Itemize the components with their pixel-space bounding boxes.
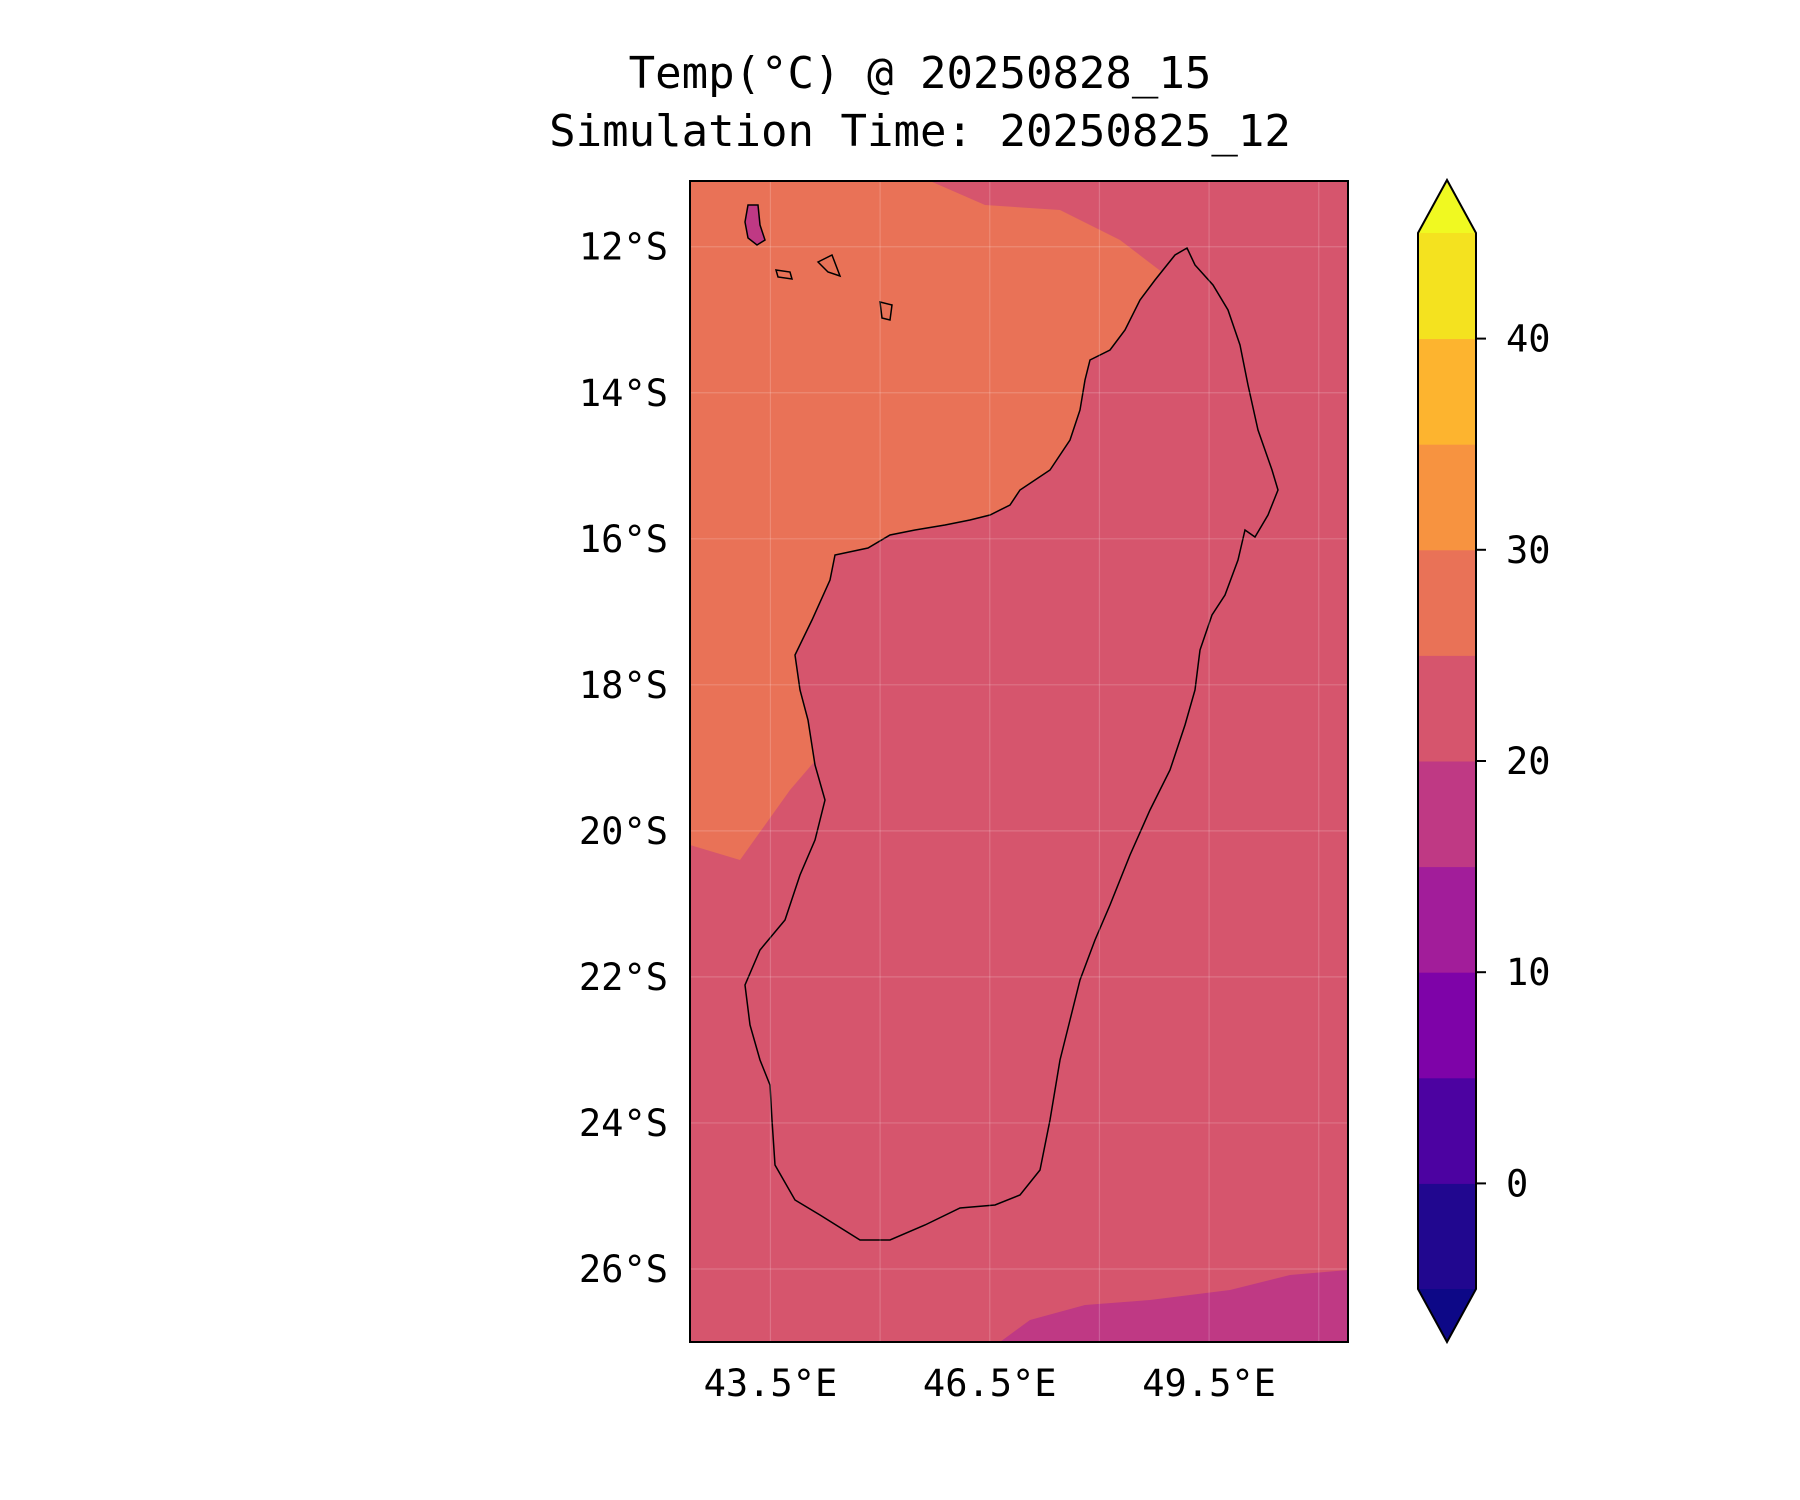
lat-tick-label: 20°S — [579, 810, 668, 853]
colorbar-band — [1418, 761, 1476, 868]
colorbar-tick-label: 20 — [1506, 740, 1551, 783]
map-title: Temp(°C) @ 20250828_15 — [628, 48, 1212, 99]
southern-cool-sea — [1000, 1270, 1348, 1342]
colorbar-tick-label: 40 — [1506, 318, 1551, 361]
comoros-island-4 — [879, 301, 893, 321]
latitude-labels: 12°S 14°S 16°S 18°S 20°S 22°S 24°S 26°S — [579, 226, 668, 1291]
comoros-island-3 — [816, 253, 842, 278]
colorbar-extend-low — [1418, 1289, 1476, 1342]
colorbar: 40 30 20 10 0 — [1417, 177, 1551, 1345]
map-subtitle: Simulation Time: 20250825_12 — [549, 106, 1291, 157]
colorbar-band — [1418, 444, 1476, 551]
lat-tick-label: 14°S — [579, 372, 668, 415]
colorbar-band — [1418, 1183, 1476, 1290]
lon-tick-label: 43.5°E — [704, 1362, 838, 1405]
colorbar-band — [1418, 972, 1476, 1079]
lat-tick-label: 12°S — [579, 226, 668, 269]
colorbar-band — [1418, 338, 1476, 445]
colorbar-tick-label: 10 — [1506, 951, 1551, 994]
colorbar-band — [1418, 1077, 1476, 1184]
colorbar-band — [1418, 866, 1476, 973]
comoros-island-1 — [744, 204, 766, 246]
colorbar-band — [1418, 549, 1476, 656]
lat-tick-label: 18°S — [579, 664, 668, 707]
colorbar-band — [1418, 233, 1476, 340]
colorbar-band — [1418, 655, 1476, 762]
map-gridlines — [690, 181, 1348, 1342]
colorbar-extend-high — [1418, 180, 1476, 233]
colorbar-tick-label: 0 — [1506, 1162, 1528, 1205]
lat-tick-label: 16°S — [579, 518, 668, 561]
longitude-labels: 43.5°E 46.5°E 49.5°E — [704, 1362, 1276, 1405]
colorbar-tick-label: 30 — [1506, 529, 1551, 572]
lat-tick-label: 26°S — [579, 1248, 668, 1291]
temperature-map — [690, 181, 1348, 1342]
map-frame — [689, 180, 1349, 1343]
lat-tick-label: 22°S — [579, 956, 668, 999]
lon-tick-label: 49.5°E — [1142, 1362, 1276, 1405]
colorbar-outline — [1417, 177, 1477, 1345]
lon-tick-label: 46.5°E — [923, 1362, 1057, 1405]
comoros-island-2 — [774, 269, 794, 280]
lat-tick-label: 24°S — [579, 1102, 668, 1145]
